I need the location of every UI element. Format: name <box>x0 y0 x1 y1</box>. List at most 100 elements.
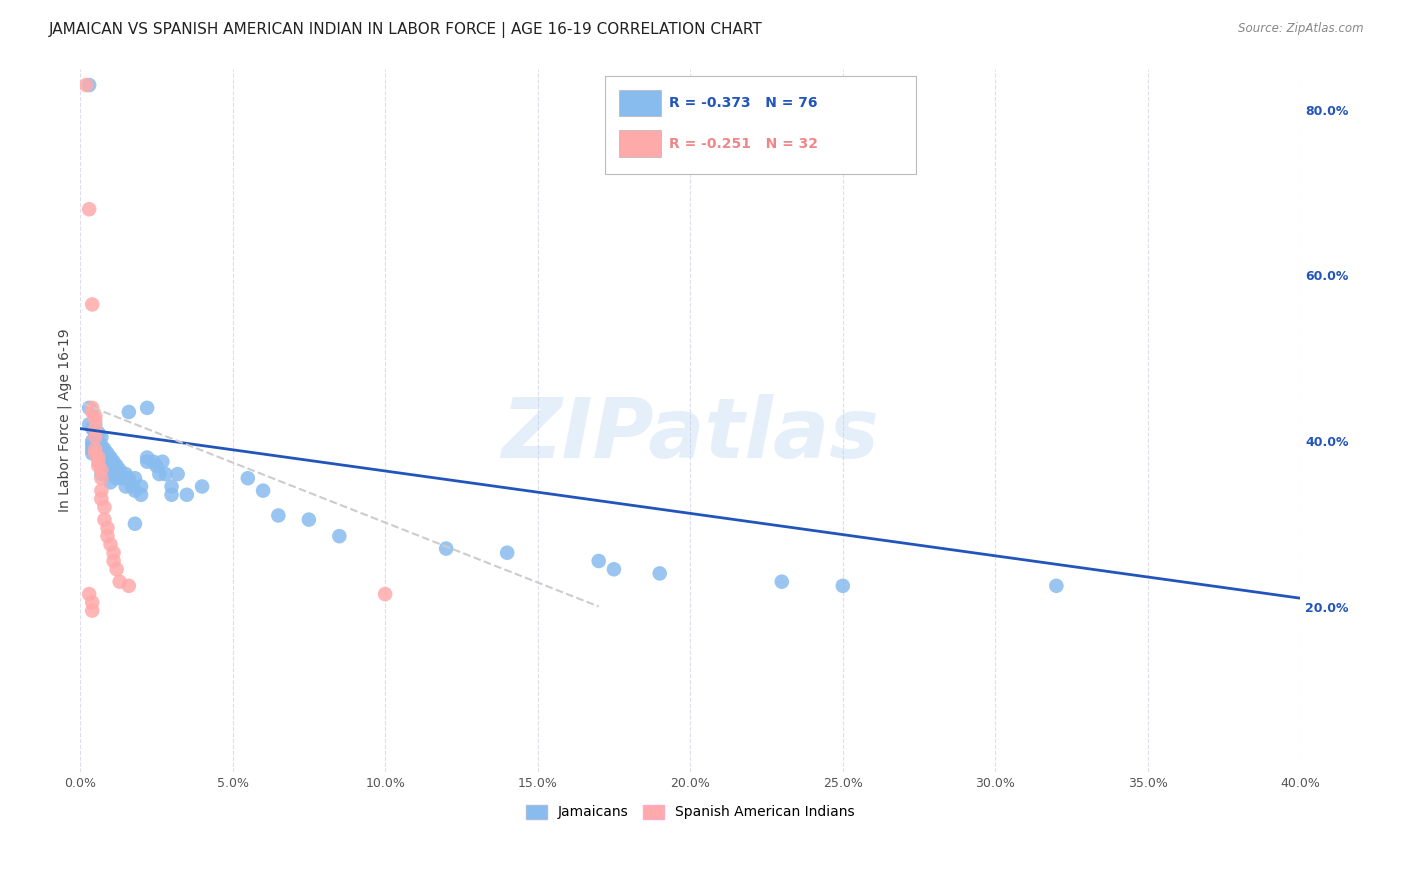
Point <box>90 471 112 485</box>
Point <box>100 458 122 473</box>
Point <box>84 425 107 440</box>
Point <box>90 467 112 481</box>
Point <box>191 479 214 493</box>
Point <box>87 450 110 465</box>
Point <box>93 513 115 527</box>
Point <box>87 438 110 452</box>
Point <box>100 475 122 490</box>
Point <box>82 421 104 435</box>
Point <box>105 562 128 576</box>
Text: JAMAICAN VS SPANISH AMERICAN INDIAN IN LABOR FORCE | AGE 16-19 CORRELATION CHART: JAMAICAN VS SPANISH AMERICAN INDIAN IN L… <box>49 22 763 38</box>
Point <box>84 442 107 457</box>
Point <box>176 488 198 502</box>
Point <box>114 479 136 493</box>
Point <box>129 488 152 502</box>
Text: R = -0.251   N = 32: R = -0.251 N = 32 <box>669 136 818 151</box>
Point <box>84 434 107 448</box>
Text: ZIPatlas: ZIPatlas <box>502 394 879 475</box>
Point <box>328 529 350 543</box>
Point <box>1045 579 1067 593</box>
Point <box>603 562 626 576</box>
Text: Source: ZipAtlas.com: Source: ZipAtlas.com <box>1239 22 1364 36</box>
Point <box>82 434 104 448</box>
Point <box>118 405 141 419</box>
Point <box>105 458 128 473</box>
Point <box>87 458 110 473</box>
Point <box>84 409 107 424</box>
Point <box>82 438 104 452</box>
Point <box>100 537 122 551</box>
Point <box>129 479 152 493</box>
Point <box>84 446 107 460</box>
Point <box>103 467 125 481</box>
Point <box>82 442 104 457</box>
Point <box>96 521 118 535</box>
Point <box>374 587 396 601</box>
FancyBboxPatch shape <box>620 89 661 116</box>
Point <box>82 405 104 419</box>
Y-axis label: In Labor Force | Age 16-19: In Labor Force | Age 16-19 <box>58 328 72 512</box>
Point <box>96 529 118 543</box>
Point <box>267 508 290 523</box>
Point <box>82 604 104 618</box>
Point <box>496 546 519 560</box>
Point <box>82 595 104 609</box>
Point <box>77 417 100 432</box>
Point <box>77 202 100 217</box>
Point <box>84 421 107 435</box>
Point <box>87 450 110 465</box>
Point <box>434 541 457 556</box>
Point <box>96 446 118 460</box>
Point <box>124 471 146 485</box>
Point <box>90 438 112 452</box>
Point <box>96 467 118 481</box>
Point <box>160 488 183 502</box>
Point <box>87 425 110 440</box>
Point <box>93 458 115 473</box>
Point <box>770 574 793 589</box>
Point <box>152 455 174 469</box>
Point <box>588 554 610 568</box>
Point <box>236 471 259 485</box>
Point <box>93 450 115 465</box>
Point <box>84 430 107 444</box>
Point <box>82 446 104 460</box>
Point <box>90 463 112 477</box>
Point <box>84 442 107 457</box>
Point <box>90 450 112 465</box>
Point <box>84 438 107 452</box>
Point <box>90 491 112 506</box>
Point <box>160 479 183 493</box>
Point <box>77 401 100 415</box>
Point <box>108 463 131 477</box>
FancyBboxPatch shape <box>620 130 661 157</box>
Point <box>136 401 159 415</box>
Point <box>77 587 100 601</box>
Point <box>648 566 671 581</box>
Point <box>118 579 141 593</box>
Point <box>87 434 110 448</box>
Point <box>124 483 146 498</box>
Point <box>831 579 853 593</box>
Point <box>166 467 188 481</box>
Point <box>103 554 125 568</box>
Point <box>87 455 110 469</box>
Point <box>103 455 125 469</box>
Point <box>93 500 115 515</box>
Legend: Jamaicans, Spanish American Indians: Jamaicans, Spanish American Indians <box>520 799 860 825</box>
Point <box>87 442 110 457</box>
Point <box>148 467 170 481</box>
Point <box>105 471 128 485</box>
Point <box>90 430 112 444</box>
Point <box>77 78 100 92</box>
Point <box>114 467 136 481</box>
Point <box>124 516 146 531</box>
Point <box>145 458 167 473</box>
Point <box>136 455 159 469</box>
Point <box>252 483 274 498</box>
Text: R = -0.373   N = 76: R = -0.373 N = 76 <box>669 96 818 110</box>
Point <box>82 401 104 415</box>
Point <box>90 458 112 473</box>
Point <box>111 471 134 485</box>
Point <box>155 467 177 481</box>
